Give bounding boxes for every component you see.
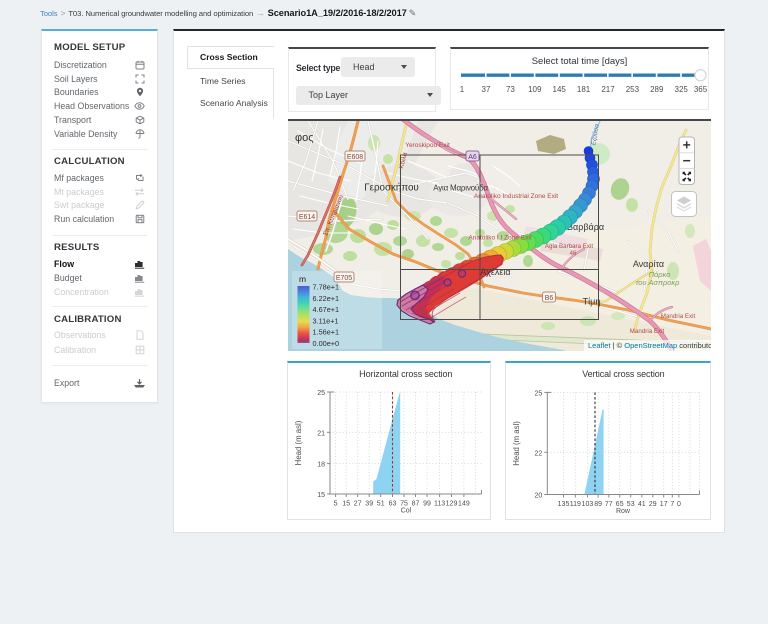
svg-text:29: 29 xyxy=(649,501,657,508)
svg-text:7: 7 xyxy=(670,501,674,508)
svg-text:του Ασπροκρ: του Ασπροκρ xyxy=(636,278,681,287)
svg-text:119: 119 xyxy=(570,501,581,508)
svg-text:Mandria Exit: Mandria Exit xyxy=(630,328,665,335)
svg-text:Row: Row xyxy=(616,508,631,515)
svg-text:A6: A6 xyxy=(468,154,477,161)
svg-text:1.56e+1: 1.56e+1 xyxy=(313,328,340,337)
svg-text:18: 18 xyxy=(317,462,325,469)
svg-text:217: 217 xyxy=(601,85,615,94)
svg-text:4.67e+1: 4.67e+1 xyxy=(313,305,340,314)
svg-text:Αγια Μαρινούδα: Αγια Μαρινούδα xyxy=(433,184,488,193)
svg-text:46: 46 xyxy=(570,251,577,257)
svg-text:3.11e+1: 3.11e+1 xyxy=(313,316,339,325)
svg-text:15: 15 xyxy=(317,492,325,499)
svg-text:Anatoliko I I Zone Exit: Anatoliko I I Zone Exit xyxy=(468,235,531,242)
svg-text:φος: φος xyxy=(295,132,314,144)
svg-text:39: 39 xyxy=(365,501,373,508)
svg-text:87: 87 xyxy=(412,501,420,508)
svg-text:41: 41 xyxy=(638,501,646,508)
svg-text:Τίμη: Τίμη xyxy=(583,297,601,307)
svg-text:Mandria Exit: Mandria Exit xyxy=(661,313,696,320)
svg-text:15: 15 xyxy=(342,501,350,508)
svg-text:Yeroskipou Exit: Yeroskipou Exit xyxy=(405,142,450,149)
svg-text:Agia Barbara Exit: Agia Barbara Exit xyxy=(545,243,593,250)
svg-text:253: 253 xyxy=(626,85,640,94)
svg-text:145: 145 xyxy=(553,85,567,94)
svg-text:77: 77 xyxy=(605,501,613,508)
svg-text:B6: B6 xyxy=(545,295,554,302)
svg-text:129: 129 xyxy=(446,501,458,508)
svg-text:51: 51 xyxy=(377,501,385,508)
svg-text:289: 289 xyxy=(650,85,664,94)
svg-text:73: 73 xyxy=(506,85,515,94)
svg-text:m: m xyxy=(299,274,306,284)
svg-text:Εζούσα: Εζούσα xyxy=(589,123,601,146)
svg-text:0.00e+0: 0.00e+0 xyxy=(313,339,340,348)
svg-text:Αναρίτα: Αναρίτα xyxy=(633,259,664,269)
svg-text:135: 135 xyxy=(558,501,570,508)
svg-text:99: 99 xyxy=(423,501,431,508)
svg-text:103: 103 xyxy=(582,501,594,508)
svg-text:6.22e+1: 6.22e+1 xyxy=(313,294,340,303)
svg-text:Αγία Βαρβάρα: Αγία Βαρβάρα xyxy=(547,222,604,232)
svg-text:Πάρκο: Πάρκο xyxy=(649,270,671,279)
svg-text:113: 113 xyxy=(434,501,445,508)
svg-text:7.78e+1: 7.78e+1 xyxy=(313,283,340,292)
svg-text:Vertical cross section: Vertical cross section xyxy=(582,369,664,379)
svg-text:63: 63 xyxy=(389,501,397,508)
svg-text:5: 5 xyxy=(334,501,338,508)
svg-text:25: 25 xyxy=(317,390,325,397)
svg-text:22: 22 xyxy=(535,450,543,457)
svg-text:Horizontal cross section: Horizontal cross section xyxy=(359,369,452,379)
svg-text:89: 89 xyxy=(594,501,602,508)
svg-text:181: 181 xyxy=(577,85,591,94)
svg-text:17: 17 xyxy=(660,501,668,508)
svg-text:65: 65 xyxy=(616,501,624,508)
svg-text:Αχέλεια: Αχέλεια xyxy=(480,267,510,277)
svg-text:E614: E614 xyxy=(299,214,315,221)
svg-text:Head (m asl): Head (m asl) xyxy=(294,420,303,465)
svg-text:E608: E608 xyxy=(347,154,363,161)
svg-text:365: 365 xyxy=(694,85,708,94)
svg-text:Γεροσκήπου: Γεροσκήπου xyxy=(364,183,419,194)
svg-text:Anatoliko Industrial Zone Exit: Anatoliko Industrial Zone Exit xyxy=(474,193,558,200)
svg-text:25: 25 xyxy=(535,390,543,397)
svg-text:75: 75 xyxy=(400,501,408,508)
svg-text:Col: Col xyxy=(401,508,412,515)
svg-text:21: 21 xyxy=(317,430,325,437)
svg-text:1: 1 xyxy=(460,85,465,94)
svg-text:Head (m asl): Head (m asl) xyxy=(512,421,521,466)
svg-text:53: 53 xyxy=(627,501,635,508)
svg-text:Κοίλα: Κοίλα xyxy=(397,151,409,169)
svg-text:0: 0 xyxy=(677,501,681,508)
svg-text:325: 325 xyxy=(675,85,689,94)
svg-text:27: 27 xyxy=(354,501,362,508)
svg-text:37: 37 xyxy=(482,85,491,94)
svg-text:149: 149 xyxy=(458,501,470,508)
svg-text:109: 109 xyxy=(528,85,542,94)
svg-text:E705: E705 xyxy=(336,275,352,282)
svg-text:Leaflet | © OpenStreetMap cont: Leaflet | © OpenStreetMap contributors xyxy=(588,341,711,350)
svg-text:20: 20 xyxy=(535,493,543,500)
